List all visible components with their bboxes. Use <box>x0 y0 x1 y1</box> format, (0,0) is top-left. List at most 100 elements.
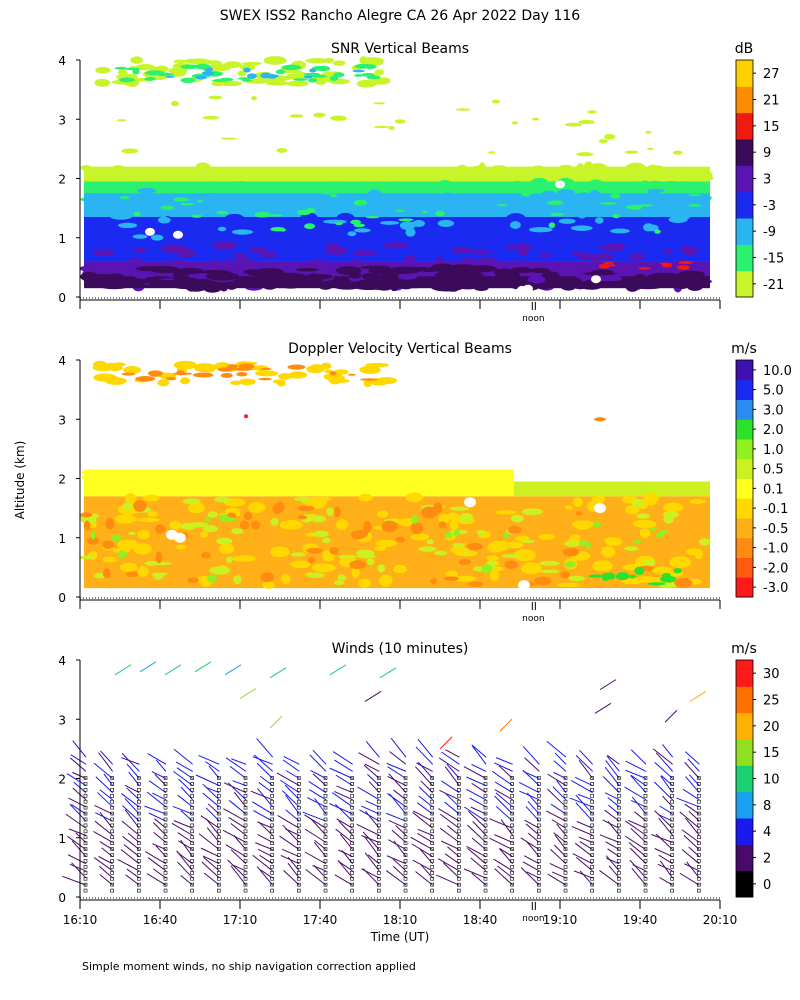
wind-flag <box>297 782 301 786</box>
snr-patch <box>430 282 463 292</box>
wind-barb <box>575 754 594 772</box>
vel-y-tick-label: 1 <box>58 532 66 546</box>
wind-flag <box>483 835 488 840</box>
vel-patch <box>176 544 186 550</box>
snr-patch <box>555 231 575 242</box>
wind-barb <box>277 814 300 829</box>
wind-flag <box>483 829 488 834</box>
wind-barb <box>386 793 407 808</box>
wind-flag <box>270 888 274 893</box>
wind-barb <box>95 812 113 822</box>
vel-upper-patch <box>360 378 378 381</box>
wind-barb <box>98 865 113 879</box>
x-axis-label: Time (UT) <box>370 930 430 944</box>
wind-flag <box>537 823 541 828</box>
wind-flag <box>563 882 568 887</box>
snr-scatter-patch <box>276 148 288 153</box>
wind-flag <box>217 835 221 840</box>
vel-y-tick-label: 0 <box>58 591 66 605</box>
wind-flag <box>217 782 221 786</box>
wind-barb <box>418 786 434 801</box>
snr-patch <box>375 273 399 282</box>
wind-barb <box>607 797 620 808</box>
wind-flag <box>643 793 648 798</box>
vel-patch <box>204 517 211 523</box>
vel-patch <box>628 574 637 579</box>
snr-patch <box>547 200 564 206</box>
wind-barb <box>227 859 247 879</box>
wind-colorbar-label: 4 <box>763 825 771 840</box>
snr-patch <box>90 186 109 190</box>
wind-flag <box>377 799 381 804</box>
wind-flag <box>697 835 701 840</box>
snr-patch <box>445 172 457 180</box>
wind-flag <box>457 876 461 881</box>
vel-patch <box>306 572 325 579</box>
wind-barb <box>146 873 167 886</box>
vel-patch <box>351 566 360 579</box>
vel-y-tick-label: 2 <box>58 473 66 487</box>
wind-flag <box>617 865 621 869</box>
wind-flag <box>377 888 381 893</box>
wind-flag <box>83 817 88 822</box>
wind-flag <box>537 805 541 810</box>
wind-barb <box>75 832 87 843</box>
wind-flag <box>643 853 648 857</box>
vel-colorbar-segment <box>736 478 753 499</box>
wind-barb <box>625 769 647 779</box>
vel-patch <box>449 506 470 511</box>
wind-barb <box>68 797 87 808</box>
wind-barb <box>257 787 274 808</box>
vel-colorbar-label: 5.0 <box>763 384 784 399</box>
wind-flag <box>83 823 88 828</box>
snr-patch <box>599 202 618 205</box>
snr-patch <box>600 245 612 251</box>
vel-upper-patch <box>238 363 255 369</box>
wind-barb <box>120 849 140 865</box>
snr-patch <box>322 219 347 224</box>
snr-patch <box>548 222 556 229</box>
wind-flag <box>270 859 274 863</box>
wind-barb <box>180 786 194 801</box>
snr-patch <box>270 227 286 232</box>
wind-flag <box>83 882 88 887</box>
wind-barb <box>359 809 380 822</box>
vel-patch <box>689 499 706 505</box>
vel-patch <box>306 547 323 554</box>
snr-patch <box>398 218 414 222</box>
snr-scatter-patch <box>250 96 258 101</box>
snr-upper-patch <box>352 69 365 73</box>
wind-barb <box>414 766 434 786</box>
wind-barb <box>522 861 540 872</box>
wind-flag <box>430 841 434 845</box>
snr-y-tick-label: 1 <box>58 232 66 246</box>
wind-flag <box>670 788 674 792</box>
wind-barb <box>445 749 460 758</box>
snr-upper-patch <box>354 74 363 77</box>
snr-patch <box>493 268 517 277</box>
wind-flag <box>163 882 168 887</box>
vel-patch <box>137 529 150 540</box>
wind-flag <box>243 817 248 822</box>
snr-patch <box>180 202 195 206</box>
wind-barb <box>520 837 540 851</box>
wind-barb <box>228 817 247 829</box>
vel-patch <box>624 546 639 551</box>
snr-upper-patch <box>333 72 345 78</box>
snr-patch <box>191 214 203 218</box>
snr-patch <box>333 200 342 207</box>
wind-barb <box>285 794 300 815</box>
vel-patch <box>358 578 372 588</box>
snr-patch <box>318 281 334 290</box>
wind-barb <box>599 679 617 691</box>
snr-upper-patch <box>144 70 165 76</box>
snr-patch <box>587 163 608 173</box>
wind-flag <box>643 835 648 840</box>
snr-patch <box>460 271 483 277</box>
snr-patch <box>331 281 363 290</box>
wind-flag <box>377 782 381 786</box>
snr-patch <box>172 271 189 279</box>
wind-flag <box>137 829 141 834</box>
snr-patch <box>550 212 565 217</box>
wind-barb <box>522 745 540 765</box>
